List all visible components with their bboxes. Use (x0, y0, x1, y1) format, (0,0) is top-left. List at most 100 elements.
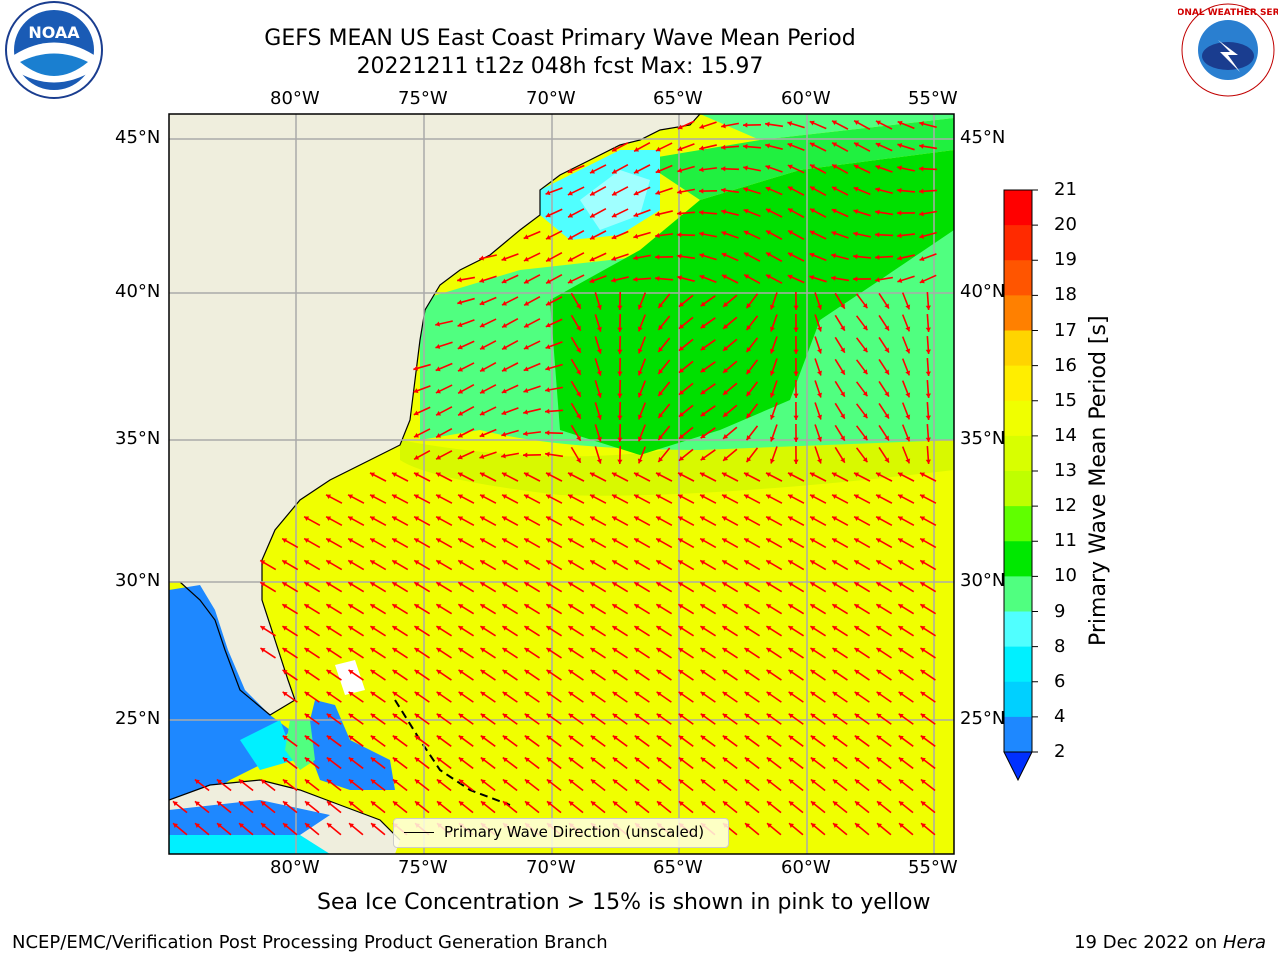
wave-arrow-head (765, 186, 771, 192)
wave-arrow-head (810, 538, 816, 543)
wave-arrow-head (722, 626, 728, 631)
wave-arrow-head (876, 801, 882, 807)
wave-arrow-head (919, 121, 925, 127)
wave-arrow-head (770, 370, 775, 376)
wave-arrow-head (304, 648, 310, 653)
wave-arrow-head (897, 277, 903, 283)
wave-arrow-head (722, 648, 728, 653)
wave-arrow-head (832, 582, 838, 587)
wave-arrow-head (678, 516, 684, 521)
wave-arrow-head (788, 691, 794, 697)
wave-arrow-head (524, 494, 530, 500)
wave-arrow-head (656, 604, 662, 609)
wave-arrow-head (855, 823, 860, 829)
wave-arrow-head (567, 278, 573, 284)
wave-arrow-head (770, 414, 775, 420)
wave-arrow-head (502, 604, 508, 609)
wave-arrow-head (656, 691, 662, 697)
wave-arrow-head (898, 691, 904, 697)
wave-arrow-head (576, 325, 581, 331)
wave-arrow-head (876, 669, 882, 675)
wave-arrow-head (524, 322, 530, 328)
wave-arrow-head (787, 472, 793, 478)
wave-arrow-head (545, 300, 551, 306)
wave-arrow-head (876, 604, 882, 609)
wave-arrow-head (721, 209, 727, 215)
wave-arrow-head (304, 691, 310, 697)
wave-arrow-head (809, 142, 815, 148)
wave-arrow-head (787, 142, 793, 148)
lon-label-bottom: 60°W (781, 857, 831, 878)
wave-arrow-head (568, 669, 574, 675)
wave-arrow-head (480, 691, 486, 697)
wave-arrow-head (590, 626, 596, 631)
wave-arrow-head (304, 735, 310, 741)
colorbar-segment (1004, 681, 1032, 718)
wave-arrow-head (612, 494, 618, 500)
wave-arrow-head (282, 560, 288, 565)
colorbar-tick-label: 17 (1054, 319, 1077, 341)
wave-arrow-head (524, 604, 530, 609)
wave-arrow-head (832, 669, 838, 675)
wave-arrow-head (897, 187, 902, 194)
wave-arrow-head (854, 779, 860, 785)
wave-arrow-head (793, 305, 799, 310)
wave-arrow-head (634, 516, 640, 521)
wave-arrow-head (884, 325, 889, 331)
wave-arrow-head (876, 582, 882, 587)
wave-arrow-head (524, 626, 530, 631)
wave-arrow-head (875, 232, 880, 238)
wave-arrow-head (766, 691, 772, 697)
wave-arrow-head (700, 367, 706, 373)
wave-arrow-head (633, 168, 639, 174)
wave-arrow-head (766, 801, 772, 807)
wave-arrow-head (637, 304, 643, 310)
wave-arrow-head (788, 582, 794, 587)
wave-arrow-head (260, 779, 266, 785)
wave-arrow-head (282, 757, 288, 763)
wave-arrow-head (391, 472, 397, 478)
wave-arrow-head (658, 413, 664, 418)
wave-arrow-head (746, 347, 752, 353)
wave-arrow-head (832, 779, 838, 785)
wave-arrow-head (612, 669, 618, 675)
wave-arrow-head (745, 823, 750, 829)
wave-arrow-head (810, 604, 816, 609)
wave-arrow-head (568, 212, 574, 218)
wave-arrow-head (545, 322, 551, 328)
wave-arrow-head (413, 365, 419, 371)
wave-arrow-head (260, 582, 266, 587)
wave-arrow-head (546, 779, 552, 785)
wave-arrow-head (788, 186, 794, 192)
wave-arrow-head (348, 801, 354, 807)
wave-arrow-head (655, 472, 661, 478)
wave-arrow-head (920, 560, 926, 565)
wave-arrow-head (545, 190, 551, 196)
wave-arrow-head (326, 538, 332, 543)
wave-arrow-head (596, 326, 602, 332)
wave-arrow-head (832, 801, 838, 807)
wave-arrow-head (817, 414, 822, 420)
wave-arrow-head (700, 345, 706, 351)
lat-label-right: 25°N (960, 708, 1006, 729)
wave-arrow-head (905, 326, 911, 332)
wave-arrow-head (898, 516, 904, 521)
wave-arrow-head (679, 433, 684, 439)
wave-arrow-head (633, 233, 639, 239)
wave-arrow-head (546, 648, 552, 653)
wave-arrow-head (853, 231, 858, 237)
wave-arrow-head (576, 391, 581, 397)
wave-arrow-head (884, 391, 889, 397)
wave-arrow-head (590, 757, 596, 763)
wave-arrow-head (414, 560, 420, 565)
wave-arrow-head (458, 604, 464, 609)
wave-arrow-head (480, 626, 486, 631)
wave-arrow-head (546, 560, 552, 565)
wave-arrow-head (700, 648, 706, 653)
wave-arrow-head (567, 472, 573, 478)
wave-arrow-head (611, 212, 617, 218)
wave-arrow-head (810, 713, 816, 719)
wave-arrow-head (810, 560, 816, 565)
wave-arrow-head (920, 604, 926, 609)
wave-arrow-head (260, 560, 266, 565)
